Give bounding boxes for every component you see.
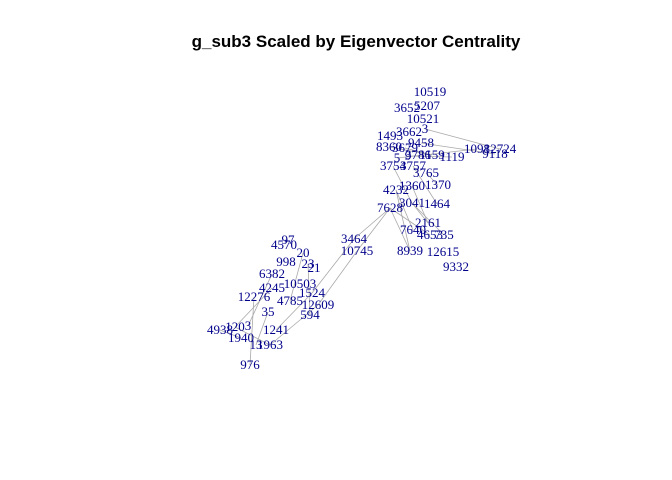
node-label: 1360 xyxy=(399,178,425,193)
node-label: 998 xyxy=(276,254,296,269)
network-edge xyxy=(404,147,433,156)
node-label: 10519 xyxy=(414,84,447,99)
network-edge xyxy=(275,292,313,331)
network-edge xyxy=(424,128,501,150)
network-edge xyxy=(392,165,413,204)
node-label: 1940 xyxy=(228,330,254,345)
network-edge xyxy=(317,250,358,306)
node-label: 3786 xyxy=(405,147,432,162)
node-label: 9118 xyxy=(482,146,508,161)
network-edge xyxy=(411,202,429,224)
node-label: 97 xyxy=(282,232,296,247)
node-label: 8939 xyxy=(397,243,423,258)
node-label: 1119 xyxy=(439,149,464,164)
node-label: 4653 xyxy=(417,227,443,242)
network-edge xyxy=(249,296,255,366)
network-edge xyxy=(219,329,242,339)
node-label: 10745 xyxy=(341,243,374,258)
node-label: 8360 xyxy=(376,139,402,154)
network-edge xyxy=(411,185,429,224)
node-label: 10503 xyxy=(284,276,317,291)
node-label: 3041 xyxy=(399,195,425,210)
node-label: 1370 xyxy=(425,177,451,192)
node-label: 1098 xyxy=(464,141,490,156)
edge-layer xyxy=(219,128,501,366)
node-label: 3464 xyxy=(341,231,368,246)
network-edge xyxy=(425,172,439,186)
node-label: 3662 xyxy=(396,124,422,139)
node-label: 12276 xyxy=(238,289,271,304)
node-label: 20 xyxy=(297,245,310,260)
node-label: 12724 xyxy=(484,141,517,156)
network-edge xyxy=(395,189,411,252)
node-label: 6382 xyxy=(259,266,285,281)
node-label: 4570 xyxy=(271,237,297,252)
node-label: 7628 xyxy=(377,200,403,215)
network-edge xyxy=(311,238,355,294)
node-label: 3765 xyxy=(413,165,439,180)
network-edge xyxy=(388,146,433,156)
node-label: 1464 xyxy=(424,196,451,211)
node-label: 4232 xyxy=(383,182,409,197)
node-label: 4245 xyxy=(259,280,285,295)
node-label: 120 xyxy=(225,319,245,334)
node-label: 3 xyxy=(245,318,252,333)
network-edge xyxy=(412,165,438,205)
node-label: 3754 xyxy=(380,158,407,173)
node-label: 1524 xyxy=(299,285,326,300)
node-label: 9458 xyxy=(408,135,434,150)
node-label: 3 xyxy=(422,121,429,136)
node-label: 5 xyxy=(394,150,401,165)
node-label: 4938 xyxy=(207,322,233,337)
network-edge xyxy=(247,273,273,327)
node-label: 13 xyxy=(250,337,263,352)
node-label: 3757 xyxy=(400,158,427,173)
node-label: 3652 xyxy=(394,100,420,115)
node-label: 9 xyxy=(405,148,412,163)
node-label: 12615 xyxy=(427,244,460,259)
plot-title: g_sub3 Scaled by Eigenvector Centrality xyxy=(192,32,521,51)
network-edge xyxy=(389,207,411,252)
network-edge xyxy=(234,326,271,346)
network-edge xyxy=(307,263,311,316)
node-label: 4785 xyxy=(277,293,303,308)
network-edge xyxy=(356,207,391,252)
node-label: 3679 xyxy=(392,140,418,155)
network-edge xyxy=(389,207,431,236)
node-label: 35 xyxy=(262,304,275,319)
network-edge xyxy=(420,142,496,155)
node-label: 594 xyxy=(300,307,320,322)
node-label: 1159 xyxy=(419,147,445,162)
network-edge xyxy=(289,252,304,302)
node-label: 1241 xyxy=(263,322,289,337)
network-edge xyxy=(353,207,391,240)
node-label: 5207 xyxy=(414,98,441,113)
node-label: 21 xyxy=(308,260,321,275)
node-label: 9332 xyxy=(443,259,469,274)
node-label: 10521 xyxy=(407,111,440,126)
node-label: 23 xyxy=(302,256,315,271)
node-label: 12609 xyxy=(302,297,335,312)
node-label: 735 xyxy=(434,227,454,242)
network-edge xyxy=(396,148,478,159)
network-edge xyxy=(411,202,445,236)
node-label: 976 xyxy=(240,357,260,372)
network-edge xyxy=(395,189,414,231)
node-label: 1493 xyxy=(377,128,403,143)
node-label: 7640 xyxy=(400,222,426,237)
node-label: 2161 xyxy=(415,215,441,230)
node-label: 1963 xyxy=(257,337,283,352)
network-edge xyxy=(255,311,269,346)
